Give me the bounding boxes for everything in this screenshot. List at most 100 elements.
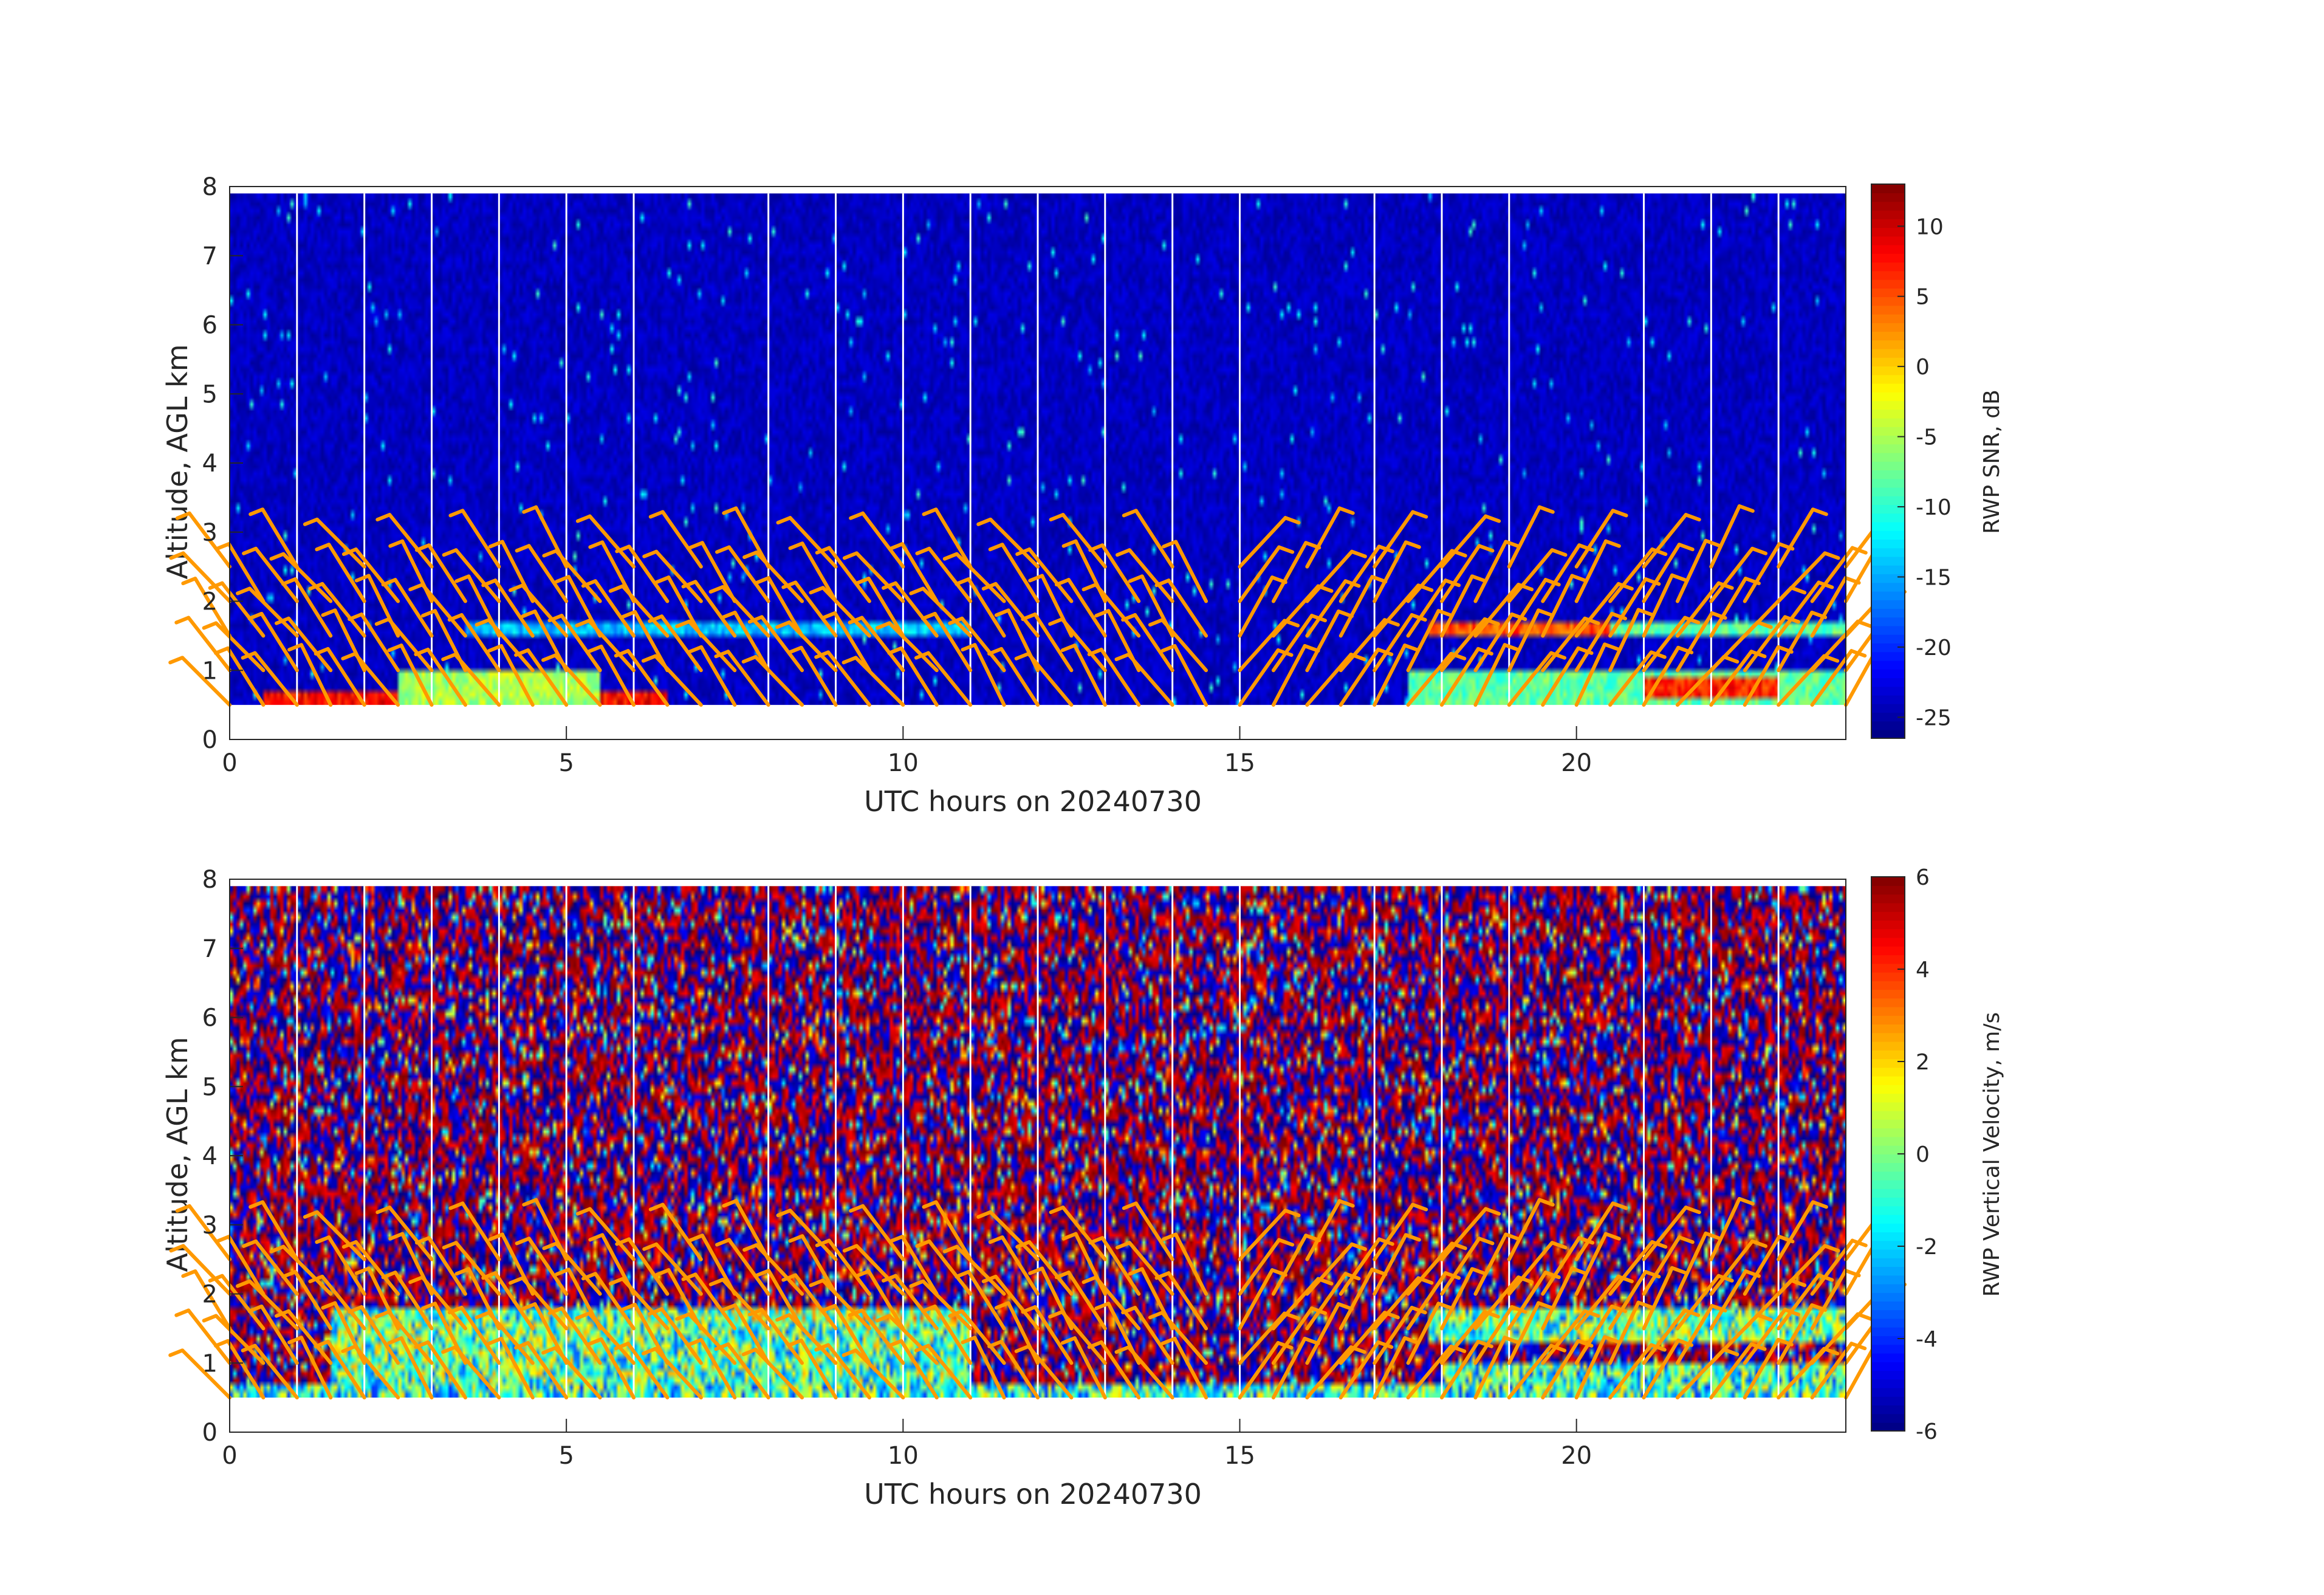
wind-barb-flag [1061, 539, 1078, 548]
y-tick-label: 6 [202, 312, 218, 340]
wind-barb-staff [354, 547, 400, 603]
wind-barb-staff [427, 1236, 467, 1296]
colorbar-tick-label: 2 [1916, 1050, 1930, 1075]
wind-barb-staff [733, 1303, 770, 1365]
wind-barb-flag [236, 1279, 252, 1288]
wind-barb-flag [181, 1269, 197, 1278]
wind-barb-staff [921, 586, 973, 638]
wind-barb-flag [1823, 1244, 1840, 1253]
wind-barb-staff [254, 546, 299, 603]
colorbar-tick-label: 4 [1916, 958, 1930, 983]
wind-barb-staff [487, 1311, 535, 1365]
wind-barb-staff [220, 581, 266, 638]
colorbar-segment [1871, 1189, 1905, 1198]
wind-barb-staff [420, 583, 467, 638]
wind-barb-flag [448, 1201, 465, 1210]
wind-barb-staff [854, 1348, 905, 1400]
wind-barb-staff [1305, 1302, 1340, 1365]
wind-barb-staff [1642, 543, 1681, 603]
wind-barb-staff [427, 543, 467, 603]
colorbar-segment [1871, 513, 1905, 523]
wind-barb-flag [387, 1336, 403, 1345]
wind-barb [514, 1341, 569, 1400]
wind-barb [1642, 543, 1695, 603]
wind-barb-flag [448, 509, 465, 518]
wind-barb-flag [314, 647, 330, 656]
wind-barb-staff [180, 656, 231, 707]
colorbar-segment [1871, 366, 1905, 376]
colorbar-segment [1871, 444, 1905, 453]
wind-barb-flag [1114, 1345, 1131, 1354]
wind-barb-staff [259, 611, 299, 673]
wind-barb [1114, 653, 1174, 707]
wind-barb [981, 1274, 1040, 1331]
wind-barb-staff [800, 1234, 838, 1296]
wind-barb [842, 656, 905, 707]
wind-barb-staff [293, 1270, 333, 1331]
wind-barb [1608, 608, 1654, 673]
wind-barb-staff [653, 654, 703, 707]
wind-barb-flag [522, 505, 538, 514]
wind-barb [374, 617, 434, 673]
colorbar-segment [1871, 323, 1905, 332]
wind-barb-staff [826, 650, 871, 707]
wind-barb [242, 1239, 299, 1296]
colorbar-segment [1871, 340, 1905, 349]
wind-barb-staff [326, 1339, 366, 1400]
wind-barb-flag [948, 616, 964, 625]
wind-barb [742, 1243, 804, 1296]
wind-barb [281, 1270, 333, 1331]
wind-barb-staff [326, 647, 366, 707]
wind-barb [587, 644, 636, 707]
wind-barb-staff [960, 1309, 1006, 1365]
wind-barb-flag [914, 1343, 930, 1353]
wind-barb-staff [587, 1311, 636, 1365]
wind-barb-staff [759, 1308, 804, 1365]
wind-barb [1507, 608, 1554, 673]
wind-barb-flag [509, 583, 525, 592]
wind-barb-staff [1160, 618, 1208, 673]
wind-barb-staff [461, 509, 501, 569]
wind-barb-staff [787, 620, 838, 673]
wind-barb-flag [721, 610, 737, 619]
wind-barb-staff [1339, 647, 1380, 707]
wind-barb [303, 1210, 366, 1261]
y-axis-title: Altitude, AGL km [161, 344, 194, 579]
wind-barb-flag [1484, 514, 1501, 523]
wind-barb-flag [848, 1308, 864, 1317]
wind-barb [1154, 578, 1208, 638]
wind-barb-staff [1440, 1309, 1487, 1365]
wind-barb-staff [759, 615, 804, 673]
wind-barb-flag [1337, 1199, 1355, 1208]
wind-barb-staff [1810, 1342, 1854, 1400]
wind-barb-flag [1577, 543, 1595, 552]
wind-barb-staff [1271, 644, 1307, 707]
wind-barb-flag [214, 1339, 230, 1348]
wind-barb-flag [1603, 1232, 1621, 1241]
y-tick-label: 7 [202, 242, 218, 270]
wind-barb-staff [1271, 614, 1314, 673]
wind-barb [1049, 513, 1107, 569]
wind-barb-staff [181, 551, 231, 603]
wind-barb-staff [248, 586, 299, 638]
wind-barb [1473, 1305, 1527, 1365]
wind-barb-flag [814, 1343, 831, 1352]
wind-barb-flag [722, 1199, 738, 1208]
wind-barb-flag [642, 549, 659, 558]
x-tick-label: 10 [888, 749, 919, 777]
wind-barb-flag [1121, 1306, 1137, 1315]
wind-barb [849, 1204, 905, 1261]
wind-barb [1642, 573, 1687, 638]
colorbar-segment [1871, 1405, 1905, 1415]
wind-barb-flag [1049, 513, 1065, 522]
wind-barb [1122, 1201, 1174, 1261]
wind-barb-staff [699, 1337, 737, 1400]
wind-barb [1238, 516, 1301, 569]
wind-barb-flag [781, 1273, 798, 1282]
wind-barb-flag [1094, 609, 1111, 618]
wind-barb [788, 1234, 838, 1296]
wind-barb-staff [214, 1314, 266, 1365]
wind-barb [608, 1277, 670, 1331]
wind-barb [955, 577, 1006, 638]
wind-barb-flag [1114, 653, 1131, 662]
